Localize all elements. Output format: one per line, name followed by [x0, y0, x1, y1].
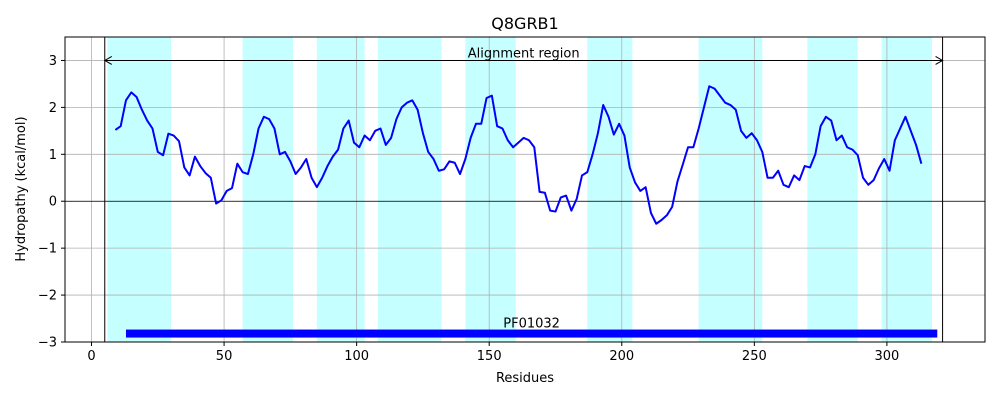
plot-frame [64, 36, 986, 343]
alignment-boundaries [104, 37, 944, 342]
hydrophobic-bands [107, 37, 932, 342]
hydrophobic-band-4 [377, 37, 442, 342]
y-tick-label-5: 2 [49, 101, 57, 116]
y-tick-label-2: −1 [38, 242, 57, 257]
y-tick-label-4: 1 [49, 148, 57, 163]
x-tick-label-5: 250 [742, 349, 767, 364]
hydropathy-series-line [114, 85, 923, 225]
y-tick-label-1: −2 [38, 289, 57, 304]
x-tick-label-3: 150 [477, 349, 502, 364]
hydrophobic-band-9 [881, 37, 932, 342]
y-tick-label-6: 3 [49, 54, 57, 69]
x-axis-ticks: 0 50 100 150 200 250 300 [87, 342, 899, 364]
x-tick-label-4: 200 [609, 349, 634, 364]
x-tick-label-0: 0 [87, 349, 95, 364]
hydrophobic-band-5 [465, 37, 516, 342]
y-tick-label-0: −3 [38, 336, 57, 351]
y-tick-label-3: 0 [49, 195, 57, 210]
alignment-arrow-head-left [103, 56, 113, 65]
hydrophobic-band-2 [242, 37, 294, 342]
domain-label: PF01032 [503, 317, 560, 332]
x-tick-label-6: 300 [874, 349, 899, 364]
x-tick-label-1: 50 [216, 349, 233, 364]
x-tick-label-2: 100 [344, 349, 369, 364]
hydrophobic-band-1 [107, 37, 172, 342]
hydrophobic-band-6 [587, 37, 633, 342]
x-axis-label: Residues [496, 371, 554, 386]
y-axis-ticks: −3 −2 −1 0 1 2 3 [38, 54, 65, 351]
domain-bar-pf01032 [125, 329, 938, 338]
alignment-arrow-head-right [935, 56, 944, 65]
alignment-arrow: Alignment region [103, 46, 944, 65]
y-axis-label: Hydropathy (kcal/mol) [14, 116, 29, 261]
alignment-region-label: Alignment region [468, 46, 580, 61]
hydrophobic-band-3 [316, 37, 365, 342]
hydrophobic-band-7 [698, 37, 763, 342]
chart-title: Q8GRB1 [491, 14, 558, 33]
hydrophobic-band-8 [807, 37, 858, 342]
